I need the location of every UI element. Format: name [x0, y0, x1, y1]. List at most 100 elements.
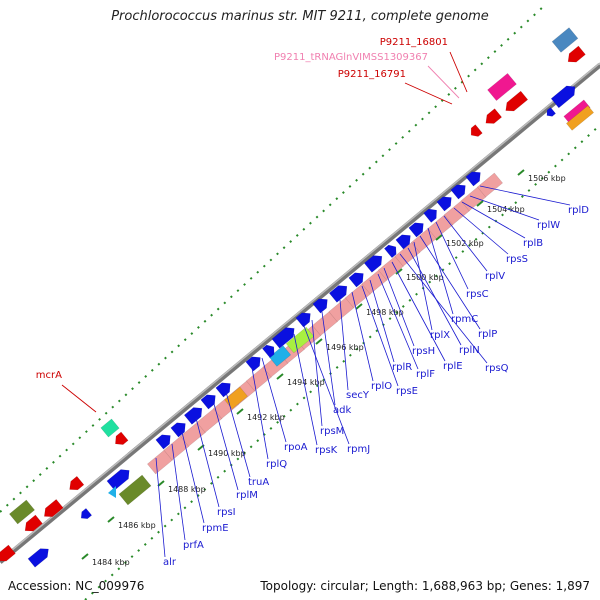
reverse-cds-arrow[interactable]	[502, 90, 529, 115]
scale-tick	[517, 169, 525, 176]
magenta-feature[interactable]	[487, 72, 517, 102]
gene-label-rplR[interactable]: rplR	[392, 362, 412, 373]
rrna-segment[interactable]	[246, 366, 272, 392]
magenta-feature[interactable]	[563, 99, 591, 125]
rrna-segment[interactable]	[378, 255, 404, 281]
forward-cds-arrow[interactable]	[408, 219, 427, 238]
forward-cds-arrow[interactable]	[170, 419, 189, 438]
reverse-cds-arrow[interactable]	[66, 475, 85, 493]
gene-leader-line	[261, 357, 287, 443]
gene-label-rplV[interactable]: rplV	[485, 271, 505, 282]
gene-label-prfA[interactable]: prfA	[183, 540, 204, 551]
rrna-segment[interactable]	[312, 311, 338, 336]
forward-cds-arrow[interactable]	[395, 231, 414, 250]
rrna-segment[interactable]	[477, 172, 503, 198]
genome-backbone-highlight	[0, 62, 600, 561]
rrna-segment[interactable]	[345, 283, 371, 309]
gene-label-rplO[interactable]: rplO	[371, 381, 392, 392]
forward-cds-arrow[interactable]	[465, 168, 484, 187]
forward-cds-arrow[interactable]	[312, 295, 331, 314]
rrna-segment[interactable]	[180, 421, 206, 447]
label-p9211-trna[interactable]: P9211_tRNAGlnVIMSS1309367	[274, 52, 428, 63]
gene-label-rplE[interactable]: rplE	[443, 361, 463, 372]
gene-label-rplN[interactable]: rplN	[459, 345, 480, 356]
gene-label-truA[interactable]: truA	[248, 477, 269, 488]
gene-label-rpsQ[interactable]: rpsQ	[485, 363, 509, 374]
label-mcra[interactable]: mcrA	[36, 370, 62, 381]
rrna-segment[interactable]	[196, 408, 223, 433]
forward-cds-arrow[interactable]	[155, 431, 174, 450]
orange-feature[interactable]	[565, 105, 595, 131]
gene-leader-line	[419, 235, 481, 330]
gene-leader-line	[435, 221, 469, 290]
forward-cds-arrow[interactable]	[200, 391, 219, 410]
forward-cds-arrow[interactable]	[450, 181, 469, 200]
gene-label-rplQ[interactable]: rplQ	[266, 459, 287, 470]
reverse-cds-arrow[interactable]	[41, 499, 64, 520]
gene-label-rpmC[interactable]: rpmC	[451, 314, 478, 325]
gene-label-rpsI[interactable]: rpsI	[217, 507, 236, 518]
forward-cds-arrow[interactable]	[348, 269, 367, 288]
forward-cds-arrow[interactable]	[27, 545, 52, 568]
forward-cds-arrow[interactable]	[328, 282, 351, 303]
rrna-segment[interactable]	[163, 435, 190, 461]
gene-label-rplD[interactable]: rplD	[568, 205, 589, 216]
gene-label-rpsH[interactable]: rpsH	[412, 346, 435, 357]
forward-cds-arrow[interactable]	[436, 193, 455, 212]
gene-label-rpsC[interactable]: rpsC	[466, 289, 489, 300]
forward-cds-arrow[interactable]	[295, 309, 314, 328]
gene-label-rpsK[interactable]: rpsK	[315, 445, 338, 456]
gene-label-rpsM[interactable]: rpsM	[320, 426, 344, 437]
forward-cds-arrow[interactable]	[423, 206, 441, 223]
label-p9211-16801[interactable]: P9211_16801	[380, 37, 448, 48]
gene-label-rplP[interactable]: rplP	[478, 329, 497, 340]
olive-feature[interactable]	[118, 474, 152, 506]
gene-label-adk[interactable]: adk	[333, 405, 351, 416]
tick-label: 1494 kbp	[287, 378, 325, 387]
reverse-cds-arrow[interactable]	[112, 431, 129, 448]
forward-cds-arrow[interactable]	[271, 324, 298, 349]
rrna-segment[interactable]	[147, 449, 173, 475]
gene-label-rpmE[interactable]: rpmE	[202, 523, 229, 534]
steel-feature[interactable]	[551, 27, 579, 53]
gene-label-rpoA[interactable]: rpoA	[284, 442, 308, 453]
gene-leader-line	[181, 431, 205, 524]
label-p9211-16791[interactable]: P9211_16791	[338, 69, 406, 80]
forward-cds-arrow[interactable]	[550, 82, 579, 109]
forward-cds-arrow[interactable]	[78, 507, 93, 521]
tick-label: 1502 kbp	[446, 239, 484, 248]
gene-label-rplW[interactable]: rplW	[537, 220, 560, 231]
gene-label-rpsS[interactable]: rpsS	[506, 254, 528, 265]
reverse-cds-arrow[interactable]	[482, 108, 503, 128]
reverse-cds-arrow[interactable]	[22, 514, 43, 535]
gene-label-rplM[interactable]: rplM	[236, 490, 258, 501]
reverse-cds-arrow[interactable]	[565, 45, 586, 66]
gene-leader-line	[171, 443, 186, 541]
reverse-cds-arrow[interactable]	[468, 124, 483, 140]
gene-label-secY[interactable]: secY	[346, 390, 370, 401]
olive-feature[interactable]	[9, 499, 35, 525]
rrna-segment[interactable]	[394, 241, 421, 267]
rrna-segment[interactable]	[361, 269, 388, 295]
forward-cds-arrow[interactable]	[383, 242, 399, 259]
gene-label-rplB[interactable]: rplB	[523, 238, 543, 249]
reverse-cds-arrow[interactable]	[0, 544, 16, 565]
cyan-feature[interactable]	[268, 345, 292, 367]
gene-leader-line	[383, 267, 415, 347]
gene-label-rplX[interactable]: rplX	[430, 330, 450, 341]
genome-title: Prochlorococcus marinus str. MIT 9211, c…	[111, 9, 489, 24]
gene-label-rpmJ[interactable]: rpmJ	[347, 444, 370, 455]
rrna-segment[interactable]	[444, 200, 470, 226]
rrna-segment[interactable]	[427, 214, 454, 239]
forward-cds-arrow[interactable]	[261, 342, 277, 359]
gene-label-alr[interactable]: alr	[163, 557, 177, 568]
forward-cds-arrow[interactable]	[544, 107, 556, 118]
gene-label-rplF[interactable]: rplF	[416, 369, 435, 380]
scale-tick	[355, 303, 363, 310]
gene-label-rpsE[interactable]: rpsE	[396, 386, 418, 397]
teal-feature[interactable]	[100, 418, 120, 438]
forward-cds-arrow[interactable]	[183, 404, 206, 425]
forward-cds-arrow[interactable]	[363, 252, 386, 273]
